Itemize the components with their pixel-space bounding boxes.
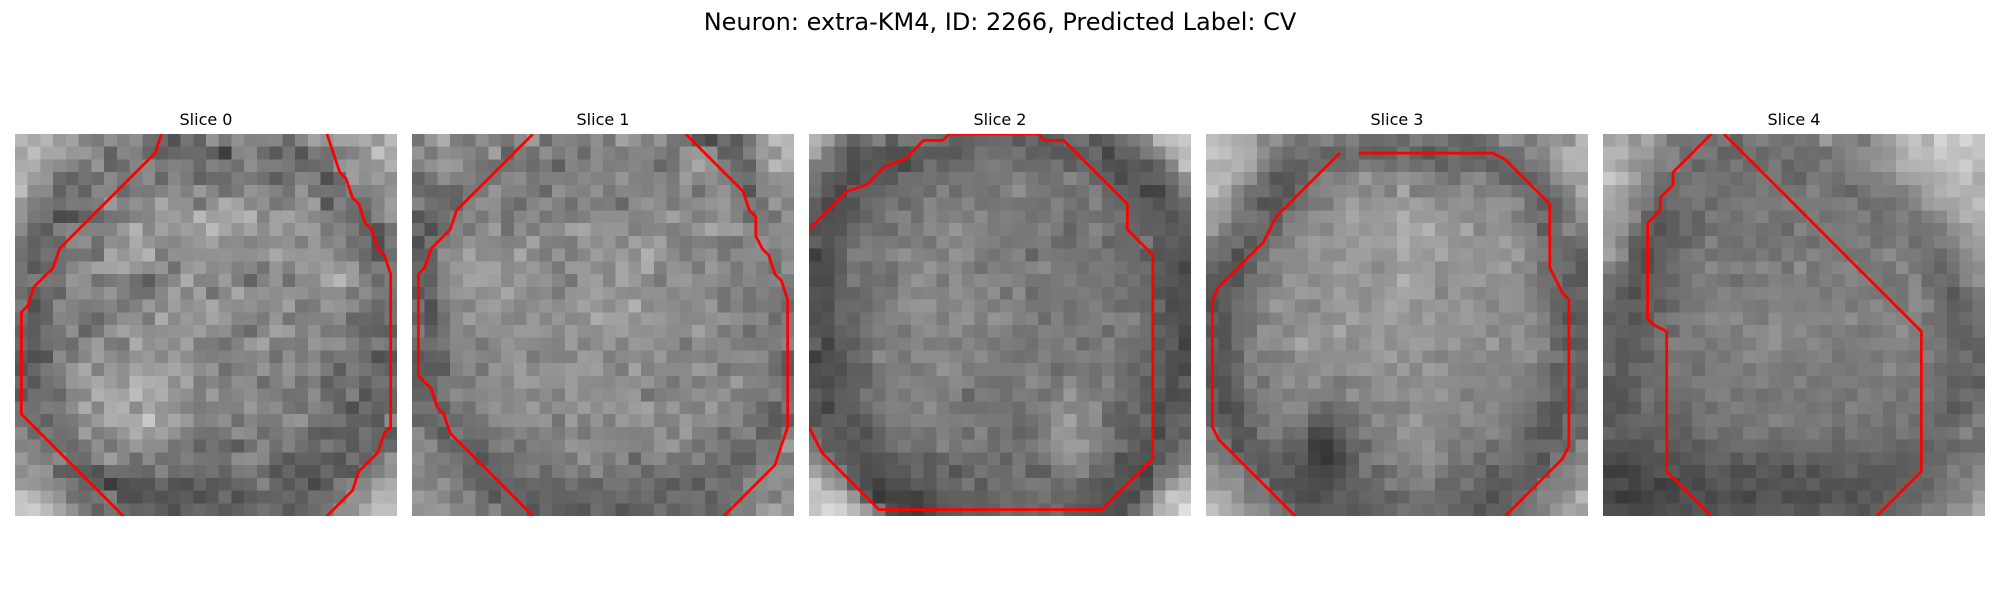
slice-panel-4 — [1603, 134, 1985, 516]
slice-pixel-grid — [412, 134, 794, 516]
neuron-contour-line — [1646, 134, 1923, 516]
slice-image-1 — [412, 134, 794, 516]
neuron-contour-line — [416, 134, 790, 516]
neuron-contour-line — [809, 134, 1155, 512]
slice-image-4 — [1603, 134, 1985, 516]
figure-title: Neuron: extra-KM4, ID: 2266, Predicted L… — [703, 8, 1297, 36]
panel-title-slice-0: Slice 0 — [179, 110, 233, 129]
panel-title-slice-1: Slice 1 — [576, 110, 630, 129]
neuron-contour-line — [1210, 151, 1571, 516]
slice-pixel-grid — [15, 134, 397, 516]
neuron-contour-line — [19, 134, 393, 516]
slice-pixel-grid — [809, 134, 1191, 516]
slice-image-2 — [809, 134, 1191, 516]
slice-panel-3 — [1206, 134, 1588, 516]
slice-pixel-grid — [1206, 134, 1588, 516]
slice-panel-1 — [412, 134, 794, 516]
panel-title-slice-4: Slice 4 — [1767, 110, 1821, 129]
panel-title-slice-2: Slice 2 — [973, 110, 1027, 129]
slice-panel-2 — [809, 134, 1191, 516]
panel-title-slice-3: Slice 3 — [1370, 110, 1424, 129]
slice-pixel-grid — [1603, 134, 1985, 516]
slice-image-0 — [15, 134, 397, 516]
slice-panel-0 — [15, 134, 397, 516]
slice-image-3 — [1206, 134, 1588, 516]
